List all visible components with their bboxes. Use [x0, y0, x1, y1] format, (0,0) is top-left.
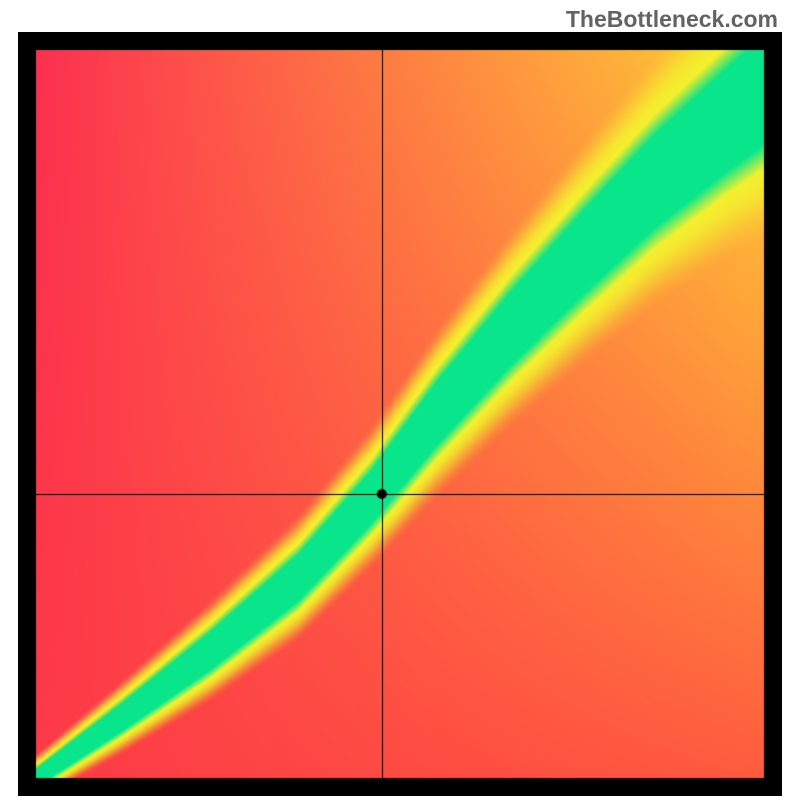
heatmap-canvas [18, 32, 782, 796]
watermark-text: TheBottleneck.com [566, 6, 778, 33]
bottleneck-heatmap [18, 32, 782, 796]
